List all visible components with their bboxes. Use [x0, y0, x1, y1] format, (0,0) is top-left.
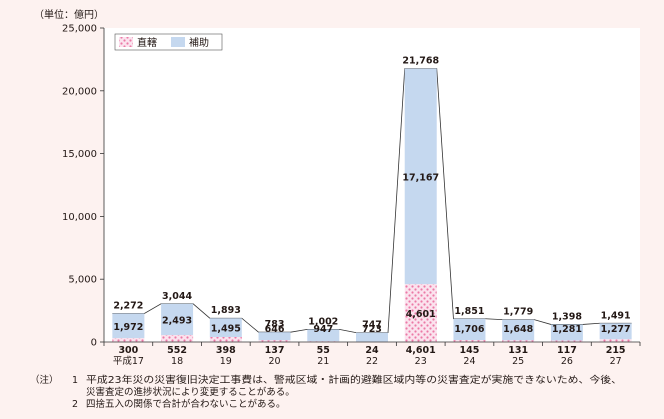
hojo-value-label: 1,706	[454, 324, 484, 335]
total-value-label: 3,044	[162, 291, 192, 302]
hojo-value-label: 646	[265, 324, 285, 335]
x-category-label: 平成17	[113, 355, 144, 367]
bar-chokkatsu	[599, 339, 632, 342]
legend-label-hojo: 補助	[189, 36, 209, 49]
plot-background	[104, 28, 640, 342]
x-category-label: 24	[463, 356, 475, 367]
note-text: 平成23年災の災害復旧決定工事費は、警戒区域・計画的避難区域内等の災害査定が実施…	[86, 374, 622, 386]
bar-hojo	[161, 303, 194, 336]
bar-chokkatsu	[258, 340, 291, 342]
total-value-label: 21,768	[402, 56, 439, 67]
x-category-label: 25	[512, 356, 524, 367]
total-value-label: 1,002	[308, 316, 338, 327]
y-axis: 0 5,000 10,000 15,000 20,000 25,000	[62, 24, 105, 349]
total-value-label: 783	[265, 319, 285, 330]
x-category-label: 22	[366, 356, 378, 367]
note-prefix: （注）	[30, 374, 59, 386]
bar-chokkatsu	[161, 335, 194, 342]
hojo-value-label: 1,495	[211, 324, 241, 335]
bars	[112, 68, 632, 342]
x-category-label: 23	[415, 356, 427, 367]
chokkatsu-value-label: 398	[216, 345, 236, 356]
x-category-label: 27	[610, 356, 622, 367]
y-tick-label: 15,000	[62, 149, 97, 160]
bar-chokkatsu	[453, 340, 486, 342]
bar-hojo	[307, 329, 340, 342]
total-value-label: 1,398	[552, 311, 582, 322]
bar-hojo	[356, 332, 388, 342]
hojo-value-label: 2,493	[162, 315, 192, 326]
y-tick-label: 25,000	[62, 24, 97, 35]
hojo-value-label: 1,648	[503, 324, 533, 335]
x-category-label: 21	[317, 356, 329, 367]
chokkatsu-value-label: 131	[508, 345, 528, 356]
bar-chokkatsu	[209, 337, 242, 342]
legend-label-chokkatsu: 直轄	[137, 36, 157, 49]
hojo-value-label: 1,277	[601, 324, 631, 335]
x-axis: 300平成17552183981913720552124224,60123145…	[103, 341, 641, 367]
note-text: 四捨五入の関係で合計が合わないことがある。	[86, 398, 286, 410]
total-value-label: 1,779	[503, 307, 533, 318]
legend-frame	[114, 33, 223, 51]
bar-hojo	[502, 319, 535, 341]
y-tick-label: 0	[91, 338, 97, 349]
x-category-label: 18	[171, 356, 183, 367]
chokkatsu-value-label: 552	[167, 345, 187, 356]
note-text: 災害査定の進捗状況により変更することがある。	[86, 386, 295, 398]
chokkatsu-inbar-label: 4,601	[406, 309, 436, 320]
note-number: 1	[72, 375, 78, 386]
y-tick-label: 5,000	[68, 275, 97, 286]
total-value-label: 1,893	[211, 305, 241, 316]
chokkatsu-value-label: 300	[118, 345, 138, 356]
hojo-value-label: 17,167	[402, 172, 439, 183]
bar-hojo	[550, 324, 583, 341]
hojo-value-label: 1,281	[552, 324, 582, 335]
total-value-label: 747	[362, 320, 382, 331]
y-tick-label: 20,000	[62, 86, 97, 97]
hojo-value-label: 723	[362, 324, 382, 335]
chokkatsu-value-label: 137	[265, 345, 285, 356]
chokkatsu-value-label: 117	[557, 345, 577, 356]
chokkatsu-value-label: 24	[365, 345, 379, 356]
hojo-value-label: 1,972	[113, 322, 143, 333]
bar-chokkatsu	[112, 338, 145, 342]
bar-hojo	[453, 318, 486, 341]
total-value-label: 1,851	[454, 306, 484, 317]
total-value-label: 1,491	[601, 310, 631, 321]
note-number: 2	[72, 399, 78, 410]
bar-chokkatsu	[404, 284, 437, 342]
bar-hojo	[404, 68, 437, 285]
bar-hojo	[258, 332, 291, 341]
y-tick-label: 10,000	[62, 212, 97, 223]
bar-hojo	[209, 318, 242, 338]
notes: （注） 1 平成23年災の災害復旧決定工事費は、警戒区域・計画的避難区域内等の災害査…	[30, 374, 622, 410]
chokkatsu-value-label: 55	[317, 345, 330, 356]
chokkatsu-value-label: 145	[460, 345, 480, 356]
hojo-value-label: 947	[313, 324, 333, 335]
bar-chokkatsu	[502, 340, 535, 342]
x-category-label: 19	[220, 356, 232, 367]
bar-hojo	[599, 323, 632, 340]
bar-chokkatsu	[550, 340, 583, 342]
legend-swatch-chokkatsu	[119, 37, 133, 47]
chokkatsu-value-label: 215	[606, 345, 626, 356]
total-value-label: 2,272	[113, 300, 143, 311]
unit-label: （単位：億円）	[34, 8, 104, 21]
bar-hojo	[112, 313, 145, 339]
x-category-label: 26	[561, 356, 573, 367]
legend: 直轄 補助	[114, 33, 223, 51]
legend-swatch-hojo	[171, 37, 185, 47]
x-category-label: 20	[268, 356, 280, 367]
chokkatsu-value-label: 4,601	[406, 345, 436, 356]
